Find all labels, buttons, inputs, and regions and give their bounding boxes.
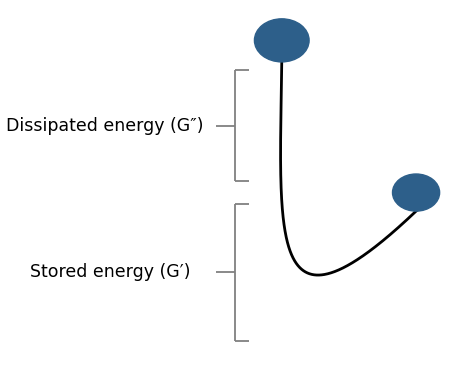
Text: Dissipated energy (G″): Dissipated energy (G″) — [6, 117, 204, 135]
Circle shape — [392, 174, 439, 211]
Circle shape — [255, 19, 309, 62]
Text: Stored energy (G′): Stored energy (G′) — [30, 263, 190, 281]
